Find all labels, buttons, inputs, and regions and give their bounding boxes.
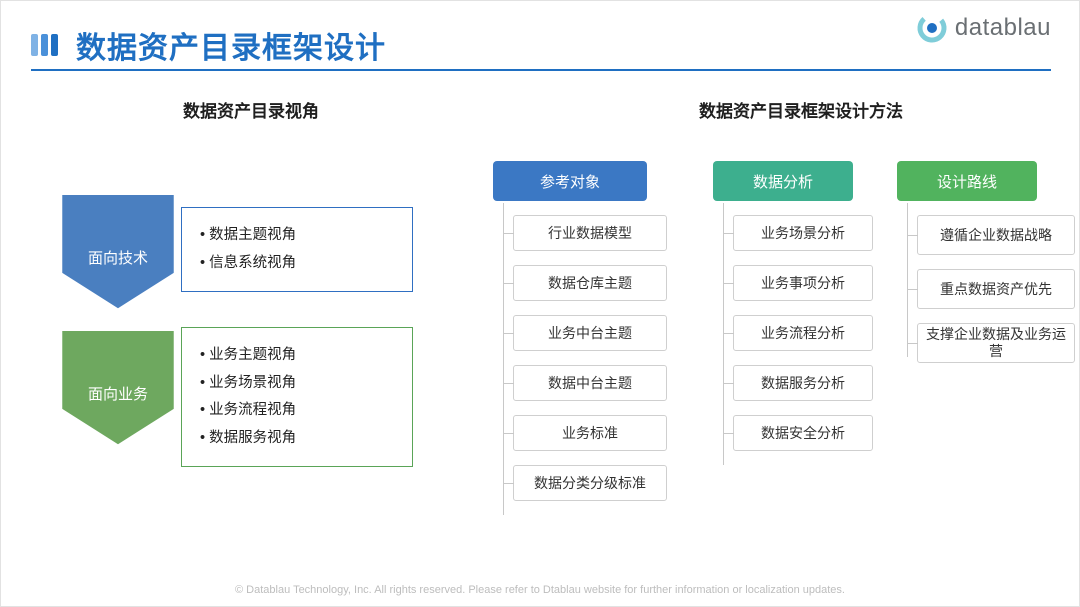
- left-section-heading: 数据资产目录视角: [111, 97, 391, 122]
- biz-card: • 业务主题视角• 业务场景视角• 业务流程视角• 数据服务视角: [181, 327, 413, 467]
- chevron-label: 面向技术: [55, 247, 181, 268]
- tree-header: 设计路线: [897, 161, 1037, 201]
- bullet-item: • 业务流程视角: [200, 397, 394, 425]
- tree-item: 数据服务分析: [733, 365, 873, 401]
- title-underline: [31, 69, 1051, 71]
- tech-card: • 数据主题视角• 信息系统视角: [181, 207, 413, 292]
- bullet-item: • 业务场景视角: [200, 370, 394, 398]
- brand-logo: datablau: [917, 13, 1051, 43]
- tree-items: 遵循企业数据战略重点数据资产优先支撑企业数据及业务运营: [897, 215, 1075, 363]
- tree-item: 行业数据模型: [513, 215, 667, 251]
- tree-items: 行业数据模型数据仓库主题业务中台主题数据中台主题业务标准数据分类分级标准: [493, 215, 667, 501]
- tree-item: 数据分类分级标准: [513, 465, 667, 501]
- chevron-biz: 面向业务: [55, 331, 181, 451]
- title-bar: 数据资产目录框架设计: [31, 23, 386, 67]
- bullet-item: • 信息系统视角: [200, 250, 394, 278]
- tree-col-reference: 参考对象 行业数据模型数据仓库主题业务中台主题数据中台主题业务标准数据分类分级标…: [493, 161, 667, 501]
- tree-col-analysis: 数据分析 业务场景分析业务事项分析业务流程分析数据服务分析数据安全分析: [713, 161, 873, 451]
- tree-item: 业务标准: [513, 415, 667, 451]
- bullet-item: • 业务主题视角: [200, 342, 394, 370]
- tree-item: 业务事项分析: [733, 265, 873, 301]
- chevron-tech: 面向技术: [55, 195, 181, 315]
- bullet-item: • 数据服务视角: [200, 425, 394, 453]
- tree-item: 支撑企业数据及业务运营: [917, 323, 1075, 363]
- tree-col-route: 设计路线 遵循企业数据战略重点数据资产优先支撑企业数据及业务运营: [897, 161, 1075, 363]
- tree-header: 参考对象: [493, 161, 647, 201]
- slide-title: 数据资产目录框架设计: [76, 23, 386, 67]
- tree-header: 数据分析: [713, 161, 853, 201]
- right-section-heading: 数据资产目录框架设计方法: [641, 97, 961, 122]
- bullet-item: • 数据主题视角: [200, 222, 394, 250]
- footer-copyright: © Datablau Technology, Inc. All rights r…: [1, 584, 1079, 596]
- tree-item: 数据中台主题: [513, 365, 667, 401]
- tree-item: 业务中台主题: [513, 315, 667, 351]
- logo-text: datablau: [955, 14, 1051, 42]
- logo-icon: [917, 13, 947, 43]
- chevron-label: 面向业务: [55, 383, 181, 404]
- tree-items: 业务场景分析业务事项分析业务流程分析数据服务分析数据安全分析: [713, 215, 873, 451]
- tree-item: 重点数据资产优先: [917, 269, 1075, 309]
- title-bullet-icon: [31, 34, 58, 56]
- slide: 数据资产目录框架设计 datablau 数据资产目录视角 数据资产目录框架设计方…: [0, 0, 1080, 607]
- tree-item: 业务场景分析: [733, 215, 873, 251]
- tree-item: 数据安全分析: [733, 415, 873, 451]
- tree-item: 数据仓库主题: [513, 265, 667, 301]
- tree-item: 业务流程分析: [733, 315, 873, 351]
- tree-item: 遵循企业数据战略: [917, 215, 1075, 255]
